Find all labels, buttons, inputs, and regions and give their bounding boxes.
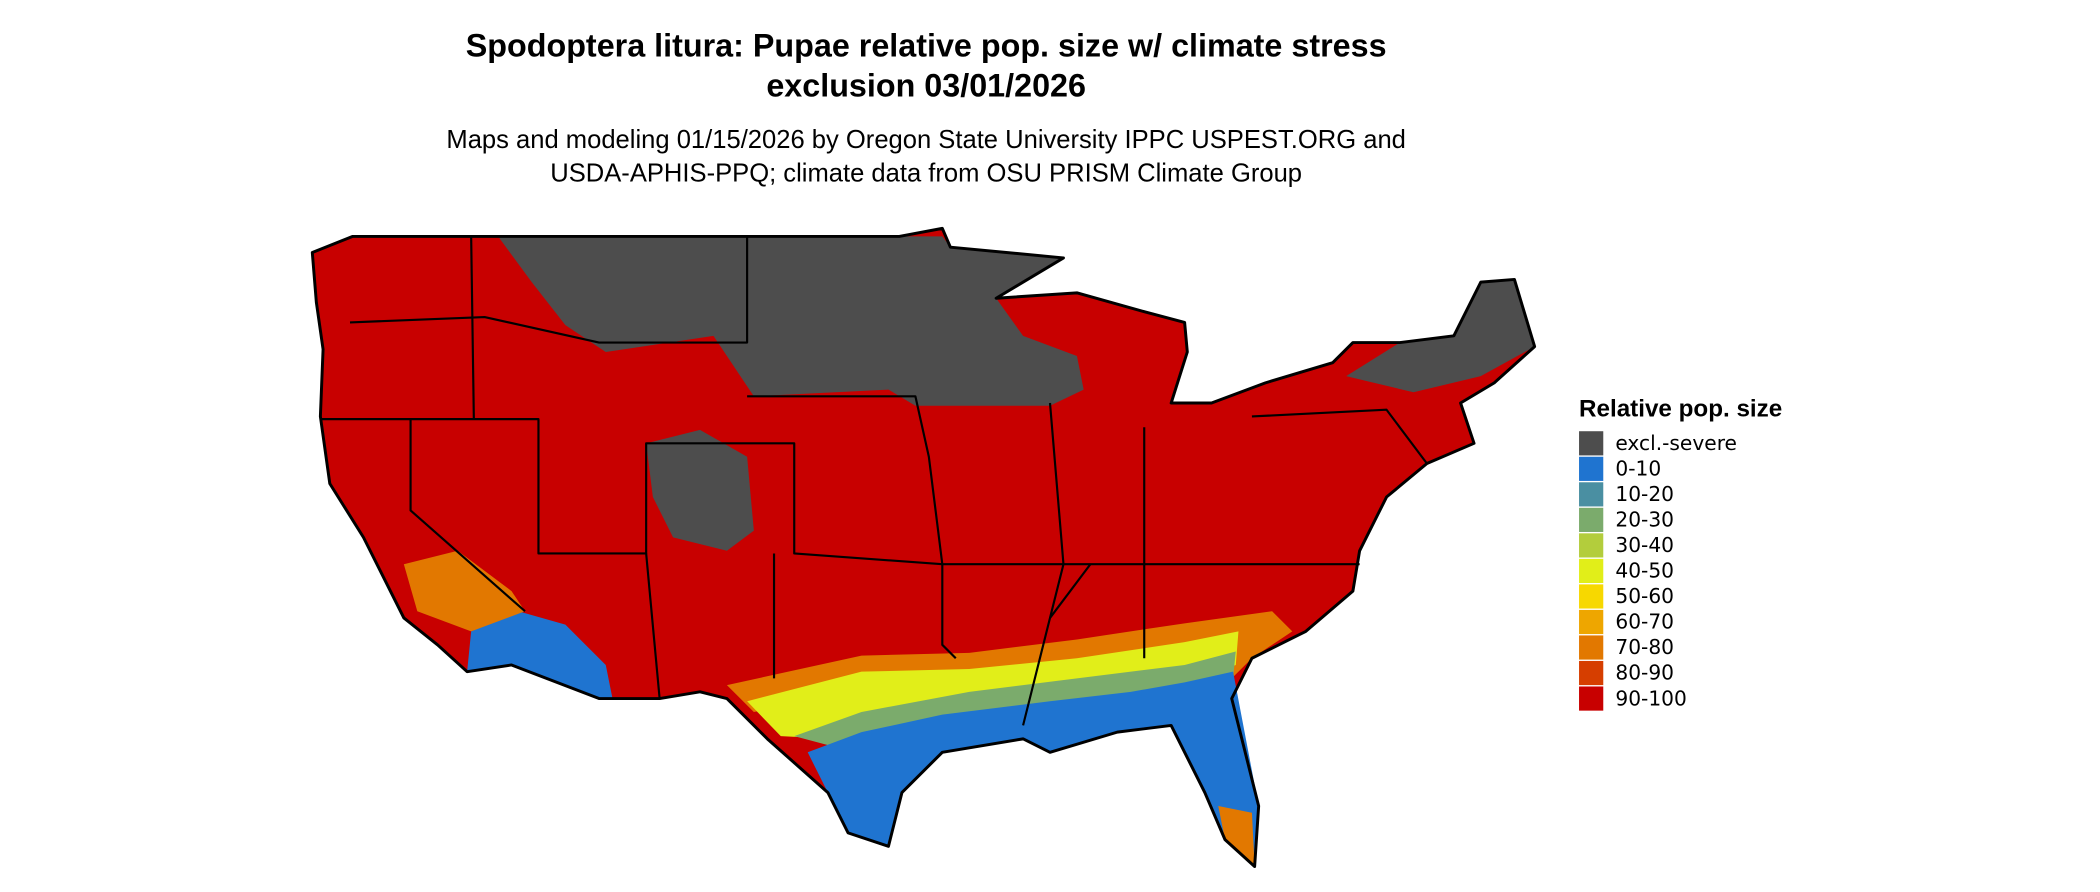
band-tip: [1218, 806, 1255, 867]
us-map: [310, 226, 1537, 868]
band-low: [807, 671, 1259, 867]
legend-title: Relative pop. size: [1579, 395, 1782, 422]
legend-swatch: [1579, 635, 1604, 660]
legend-label: 10-20: [1615, 482, 1674, 506]
legend-swatch: [1579, 482, 1604, 507]
legend-swatch: [1579, 686, 1604, 711]
legend-swatch: [1579, 533, 1604, 558]
state-borders: [320, 236, 1428, 726]
legend-label: 30-40: [1615, 533, 1674, 557]
legend-swatch: [1579, 431, 1604, 456]
legend-swatch: [1579, 558, 1604, 584]
legend-label: 70-80: [1615, 635, 1674, 659]
legend-swatch: [1579, 609, 1604, 635]
region-excluded: [646, 429, 754, 551]
title-line: exclusion 03/01/2026: [766, 68, 1086, 104]
legend-label: 50-60: [1615, 584, 1674, 608]
us-outline: [310, 226, 1537, 868]
legend-swatch: [1579, 584, 1604, 609]
subtitle-line: USDA-APHIS-PPQ; climate data from OSU PR…: [550, 159, 1302, 187]
legend-label: excl.-severe: [1615, 431, 1737, 455]
band-low-sw: [467, 611, 613, 699]
region-excluded: [498, 236, 1084, 406]
legend-label: 0-10: [1615, 457, 1661, 481]
legend-label: 40-50: [1615, 559, 1674, 583]
legend-swatch: [1579, 507, 1604, 532]
band-orange-sw: [403, 550, 525, 632]
legend-swatch: [1579, 456, 1604, 481]
title-line: Spodoptera litura: Pupae relative pop. s…: [466, 27, 1387, 63]
legend-label: 20-30: [1615, 508, 1674, 532]
region-excluded: [1346, 279, 1535, 393]
legend-label: 60-70: [1615, 610, 1674, 634]
legend-swatch: [1579, 660, 1604, 686]
legend: Relative pop. size excl.-severe0-1010-20…: [1579, 395, 1782, 711]
legend-label: 80-90: [1615, 661, 1674, 685]
subtitle-line: Maps and modeling 01/15/2026 by Oregon S…: [446, 126, 1406, 154]
legend-label: 90-100: [1615, 686, 1686, 710]
